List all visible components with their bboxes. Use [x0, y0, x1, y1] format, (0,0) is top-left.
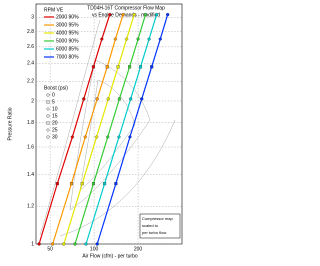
legend-label: 3000 95%: [56, 22, 79, 28]
marker: [154, 12, 159, 17]
marker: [46, 93, 50, 97]
y-tick-label: 1.6: [27, 144, 34, 150]
marker: [95, 97, 99, 101]
x-axis-label: Air Flow (cfm) - per turbo: [82, 253, 138, 259]
legend-title: RPM VE: [44, 7, 64, 13]
marker: [127, 134, 132, 139]
surge-line: [39, 19, 101, 236]
y-tick-label: 2.4: [27, 61, 34, 67]
boost-legend-title: Boost (psi): [44, 85, 68, 91]
marker: [147, 37, 152, 42]
marker: [55, 182, 59, 186]
marker: [105, 65, 109, 69]
x-tick-label: 50: [47, 246, 53, 252]
marker: [45, 106, 51, 112]
chart-title: TD04H-16T Compressor Flow Map: [87, 5, 165, 11]
marker: [91, 65, 96, 69]
boost-legend-label: 0: [52, 92, 55, 98]
boost-legend-label: 30: [52, 134, 58, 140]
marker: [103, 182, 107, 186]
marker: [140, 97, 144, 101]
marker: [80, 182, 84, 186]
chart: TD04H-16T Compressor Flow Map vs Engine …: [7, 3, 183, 259]
y-axis-label: Pressure Ratio: [7, 107, 13, 140]
legend-label: 7000 80%: [56, 54, 79, 60]
marker: [73, 242, 77, 246]
marker: [50, 242, 55, 246]
y-tick-label: 2.8: [27, 29, 34, 35]
y-tick-label: 2.6: [27, 44, 34, 50]
efficiency-island: [79, 79, 136, 191]
boost-legend-label: 15: [52, 113, 58, 119]
y-tick-label: 3: [31, 15, 34, 21]
x-tick-label: 200: [134, 246, 143, 252]
y-tick-label: 1: [31, 241, 34, 247]
marker: [124, 37, 129, 42]
note: scaled to: [142, 223, 159, 228]
marker: [121, 12, 125, 17]
marker: [150, 65, 154, 69]
marker: [116, 65, 120, 69]
legend-label: 4000 95%: [56, 30, 79, 36]
note: Compressor map: [142, 216, 173, 221]
choke-line: [59, 119, 176, 237]
note-box: [139, 213, 181, 239]
x-tick-label: 100: [90, 246, 99, 252]
marker: [138, 65, 143, 69]
marker: [116, 134, 121, 139]
marker: [128, 65, 132, 69]
boost-legend-label: 25: [52, 127, 58, 133]
marker: [114, 182, 118, 186]
y-tick-label: 1.2: [27, 204, 34, 210]
marker: [82, 97, 86, 101]
marker: [105, 134, 110, 139]
marker: [62, 242, 66, 246]
boost-legend-label: 20: [52, 120, 58, 126]
chart-title: vs Engine Demands - modified: [92, 12, 160, 18]
legend-label: 5000 90%: [56, 38, 79, 44]
y-tick-label: 1.8: [27, 120, 34, 126]
marker: [45, 127, 51, 133]
marker: [69, 182, 74, 186]
marker: [37, 242, 41, 246]
marker: [129, 97, 133, 101]
marker: [46, 121, 50, 125]
marker: [70, 134, 75, 139]
marker: [95, 242, 99, 246]
marker: [84, 242, 88, 246]
marker: [46, 100, 50, 104]
y-tick-label: 2: [31, 98, 34, 104]
marker: [113, 37, 118, 42]
marker: [94, 134, 99, 139]
marker: [106, 97, 110, 101]
marker: [91, 182, 96, 186]
legend-label: 6000 85%: [56, 46, 79, 52]
marker: [83, 134, 88, 139]
marker: [46, 114, 50, 118]
marker: [136, 37, 141, 42]
y-tick-label: 2.2: [27, 79, 34, 85]
boost-legend-label: 5: [52, 99, 55, 105]
marker: [99, 37, 104, 42]
legend-label: 2000 90%: [56, 14, 79, 20]
marker: [108, 12, 112, 17]
note: per turbo flow: [142, 230, 166, 235]
marker: [132, 12, 136, 17]
marker: [46, 135, 50, 139]
marker: [143, 12, 148, 17]
marker: [166, 12, 170, 17]
marker: [117, 97, 122, 101]
y-tick-label: 1.4: [27, 172, 34, 178]
boost-legend-label: 10: [52, 106, 58, 112]
marker: [158, 37, 163, 42]
